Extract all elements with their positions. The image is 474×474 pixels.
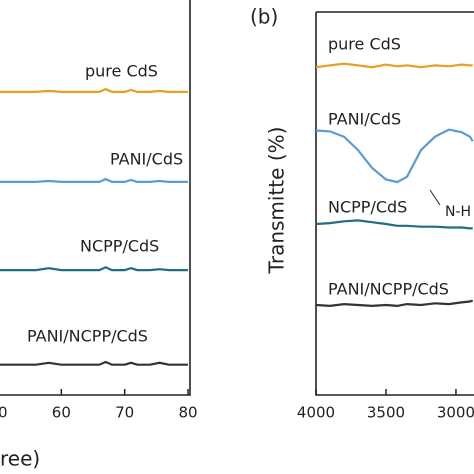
series-line bbox=[315, 299, 474, 308]
series-label: pure CdS bbox=[328, 35, 401, 54]
series-line bbox=[315, 62, 473, 69]
series-line bbox=[0, 87, 188, 94]
series-line bbox=[0, 266, 188, 272]
series-line bbox=[315, 219, 473, 230]
series-label: pure CdS bbox=[85, 62, 158, 81]
series-label: PANI/NCPP/CdS bbox=[27, 327, 148, 346]
series-label: PANI/NCPP/CdS bbox=[328, 280, 449, 299]
series-line bbox=[0, 360, 188, 366]
series-label: NCPP/CdS bbox=[328, 198, 407, 217]
series-label: PANI/CdS bbox=[110, 150, 183, 169]
x-axis-label: ree) bbox=[0, 447, 40, 471]
x-tick-label: 3500 bbox=[367, 404, 405, 422]
panel-label: (b) bbox=[250, 5, 278, 29]
x-tick-label: 70 bbox=[115, 404, 134, 422]
series-line bbox=[0, 177, 188, 183]
series-label: PANI/CdS bbox=[328, 110, 401, 129]
x-tick-label: 80 bbox=[178, 404, 197, 422]
x-tick-label: 4000 bbox=[297, 404, 335, 422]
x-tick-label: 60 bbox=[52, 404, 71, 422]
x-tick-label: 50 bbox=[0, 404, 8, 422]
y-axis-label: Transmitte (%) bbox=[265, 127, 289, 275]
series-line bbox=[315, 128, 474, 184]
axis-frame bbox=[0, 0, 191, 396]
series-label: NCPP/CdS bbox=[80, 237, 159, 256]
annotation: N-H bbox=[445, 204, 471, 220]
annotation-leader bbox=[429, 189, 441, 206]
x-tick-label: 3000 bbox=[437, 404, 474, 422]
